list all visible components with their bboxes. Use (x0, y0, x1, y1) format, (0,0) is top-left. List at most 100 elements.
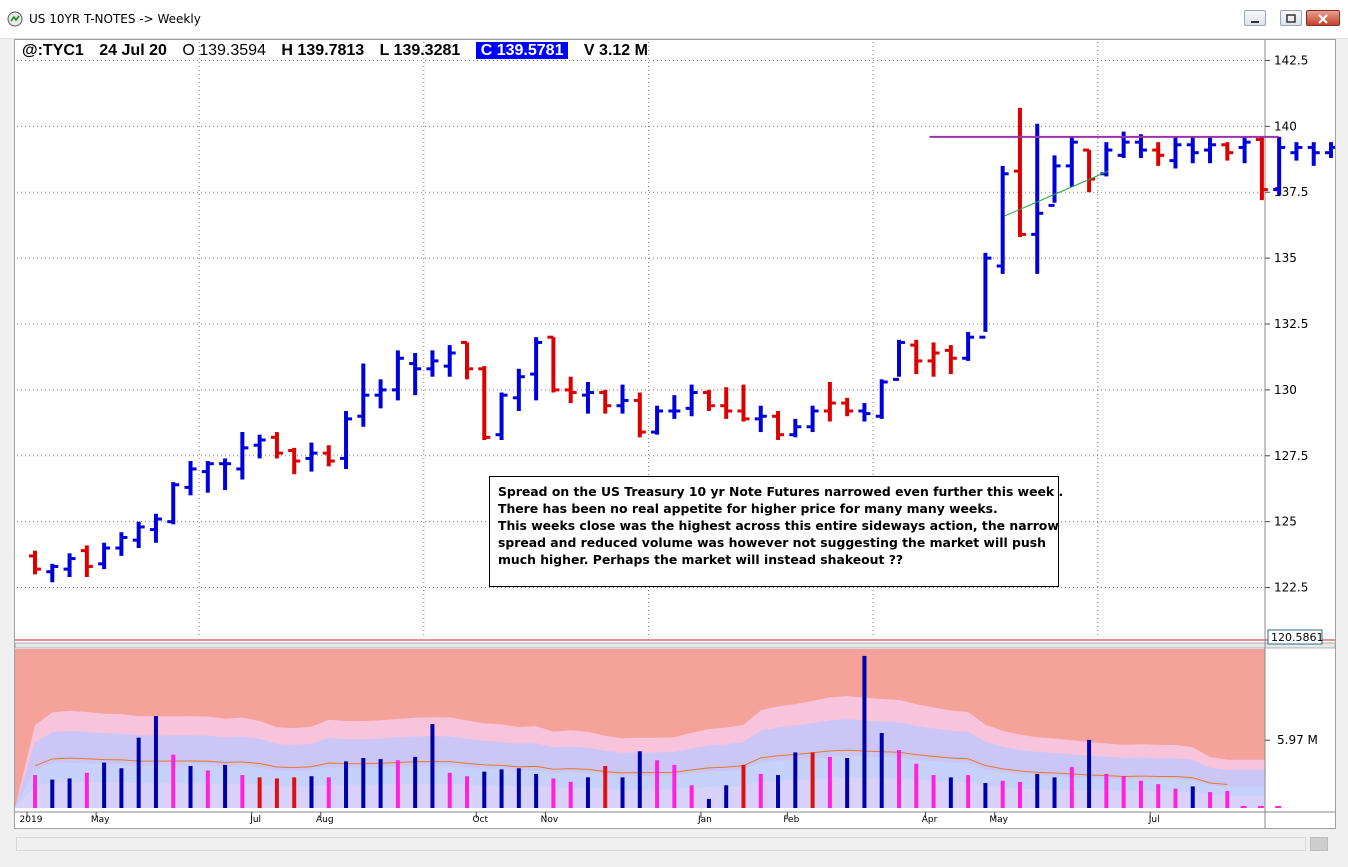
ohlc-bar (149, 513, 162, 543)
x-axis-labels: 2019 May Jul Aug Oct Nov Jan Feb Apr May Jul (20, 812, 1160, 825)
scrollbar-track[interactable] (16, 837, 1306, 851)
ohlc-bar (461, 340, 473, 380)
ohlc-bar (1100, 142, 1113, 177)
x-tick-label: Apr (922, 815, 938, 825)
x-tick-label: 2019 (20, 815, 43, 825)
chart-panel[interactable]: 122.5 125 127.5 130 132.5 135 137.5 140 142.5 120… (14, 39, 1336, 829)
ohlc-bar (29, 550, 41, 575)
annotation-line: This weeks close was the highest across … (498, 518, 1059, 533)
ohlc-bar (1048, 155, 1061, 207)
ohlc-bar (98, 542, 111, 570)
price-axis-labels: 122.5 125 127.5 130 132.5 135 137.5 140 142.5 (1265, 53, 1308, 595)
ohlc-bar (115, 532, 128, 556)
volume-bars (33, 655, 1282, 808)
ohlc-bar (478, 366, 491, 440)
ohlc-legend: @:TYC1 24 Jul 20 O 139.3594 H 139.7813 L… (22, 42, 659, 62)
ohlc-bar (875, 379, 888, 419)
ohlc-bar (167, 482, 180, 525)
maximize-icon (1286, 14, 1296, 23)
ohlc-bar (858, 403, 871, 422)
ohlc-bar (1325, 142, 1335, 158)
ohlc-bar (1255, 136, 1268, 201)
close-button[interactable] (1306, 10, 1340, 26)
ohlc-bar (1238, 136, 1251, 164)
title-bar: US 10YR T-NOTES -> Weekly (0, 0, 1348, 39)
scrollbar-thumb[interactable] (1310, 837, 1328, 851)
y-tick-label: 130 (1274, 383, 1297, 397)
minimize-button[interactable] (1244, 10, 1266, 26)
ohlc-bar (772, 410, 785, 440)
y-tick-label: 135 (1274, 251, 1297, 265)
x-tick-label: Jan (697, 815, 712, 825)
volume-average-line (34, 749, 1228, 785)
ohlc-bar (1290, 142, 1303, 161)
ohlc-bar (530, 337, 543, 401)
ohlc-bar (201, 461, 214, 493)
ohlc-bar (1134, 134, 1147, 158)
ohlc-bar (893, 339, 905, 381)
ohlc-bar (236, 432, 249, 480)
ohlc-bar (495, 392, 508, 440)
ohlc-bar (737, 384, 750, 422)
y-min-value-label: 120.5861 (1271, 631, 1324, 644)
ohlc-bar (1065, 136, 1078, 187)
legend-close: C 139.5781 (475, 42, 569, 59)
ohlc-bar (1204, 136, 1217, 164)
ohlc-bar (789, 418, 802, 438)
ohlc-bar (132, 521, 145, 549)
x-tick-label: Nov (541, 815, 559, 825)
trend-line (1004, 170, 1109, 217)
x-tick-label: May (91, 815, 110, 825)
annotation-line: There has been no real appetite for high… (498, 501, 998, 516)
y-tick-label: 127.5 (1274, 449, 1308, 463)
ohlc-bar (340, 410, 353, 469)
ohlc-bar (944, 345, 957, 375)
maximize-button[interactable] (1280, 10, 1302, 26)
x-tick-label: Jul (249, 815, 261, 825)
y-tick-label: 132.5 (1274, 317, 1308, 331)
ohlc-bar (357, 363, 370, 427)
ohlc-bar (633, 392, 646, 438)
chart-canvas[interactable]: 122.5 125 127.5 130 132.5 135 137.5 140 142.5 120… (15, 40, 1335, 828)
ohlc-bar (46, 563, 59, 583)
y-tick-label: 122.5 (1274, 581, 1308, 595)
chart-app-icon (7, 11, 23, 27)
ohlc-bar (1307, 142, 1320, 166)
ohlc-bar (288, 447, 301, 475)
annotation-textbox[interactable]: Spread on the US Treasury 10 yr Note Fut… (489, 476, 1063, 587)
pane-divider (15, 642, 1335, 649)
volume-y-tick-label: 5.97 M (1277, 733, 1318, 747)
ohlc-bar (1031, 123, 1044, 274)
x-tick-label: Aug (316, 815, 334, 825)
ohlc-bar (270, 432, 283, 459)
ohlc-bar (1169, 136, 1182, 169)
legend-high: H 139.7813 (281, 42, 365, 59)
ohlc-bar (806, 405, 819, 433)
ohlc-bar (685, 384, 698, 417)
x-tick-label: Feb (783, 815, 799, 825)
horizontal-scrollbar[interactable] (14, 834, 1336, 854)
ohlc-bar (616, 384, 629, 414)
legend-open: O 139.3594 (182, 42, 266, 59)
ohlc-bar (1013, 107, 1026, 238)
y-min-value-frame (1267, 629, 1323, 645)
ohlc-bar (754, 405, 767, 433)
ohlc-bar (841, 397, 854, 417)
ohlc-bar (910, 339, 923, 375)
y-tick-label: 142.5 (1274, 53, 1308, 67)
ohlc-bar (581, 381, 594, 414)
x-tick-label: Oct (472, 815, 488, 825)
ohlc-bar (1083, 148, 1096, 193)
ohlc-bar (668, 395, 681, 419)
ohlc-bar (443, 345, 456, 377)
ohlc-bar (651, 405, 664, 435)
legend-date: 24 Jul 20 (99, 42, 167, 59)
ohlc-bar (253, 434, 266, 459)
y-min-value-box: 120.5861 (1267, 629, 1324, 645)
ohlc-bar (1221, 142, 1234, 161)
window-title: US 10YR T-NOTES -> Weekly (29, 12, 201, 26)
ohlc-bar (305, 442, 318, 472)
ohlc-bar (962, 331, 975, 361)
ohlc-bar (184, 461, 197, 496)
ohlc-bar (219, 458, 232, 491)
